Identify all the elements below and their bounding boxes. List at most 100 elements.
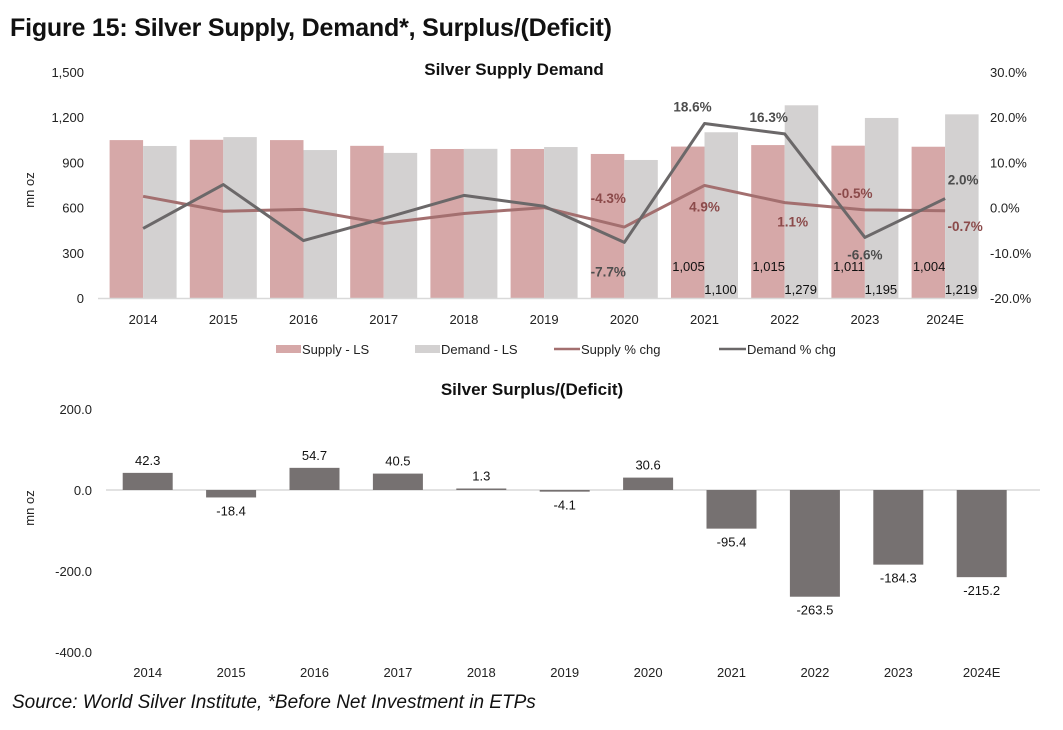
top-y-tick-label: 300 bbox=[62, 246, 84, 261]
figure-title: Figure 15: Silver Supply, Demand*, Surpl… bbox=[10, 14, 612, 42]
top-bars bbox=[109, 105, 979, 298]
top-y2-tick-label: 0.0% bbox=[990, 201, 1020, 216]
demand-pct-label: 16.3% bbox=[750, 110, 788, 125]
surplus-bar bbox=[539, 490, 590, 492]
demand-bar bbox=[303, 150, 337, 298]
top-y2-tick-label: -20.0% bbox=[990, 291, 1032, 306]
demand-bar bbox=[945, 114, 979, 298]
legend-label-supply-pct: Supply % chg bbox=[581, 342, 661, 357]
demand-bar bbox=[624, 159, 658, 298]
top-y-tick-label: 1,200 bbox=[51, 110, 84, 125]
demand-bar bbox=[704, 132, 738, 298]
top-y2-tick-label: -10.0% bbox=[990, 246, 1032, 261]
surplus-bar bbox=[789, 490, 840, 597]
top-data-labels: 1,005 1,015 1,011 1,004 1,100 1,279 1,195 1,219… bbox=[591, 100, 983, 297]
top-x-tick-label: 2022 bbox=[770, 312, 799, 327]
legend-label-demand-pct: Demand % chg bbox=[747, 342, 836, 357]
bottom-x-tick-label: 2017 bbox=[383, 665, 412, 680]
top-x-tick-label: 2023 bbox=[850, 312, 879, 327]
demand-pct-label: 2.0% bbox=[948, 173, 979, 188]
bottom-x-tick-label: 2015 bbox=[217, 665, 246, 680]
surplus-bar-label: 54.7 bbox=[302, 448, 327, 463]
top-y-tick-label: 600 bbox=[62, 201, 84, 216]
surplus-bar-label: -215.2 bbox=[963, 583, 1000, 598]
supply-bar-label: 1,011 bbox=[833, 259, 865, 274]
supply-bar-label: 1,005 bbox=[672, 259, 705, 274]
legend-swatch-supply bbox=[276, 345, 301, 353]
top-chart-title: Silver Supply Demand bbox=[424, 60, 604, 79]
surplus-bar bbox=[956, 490, 1007, 578]
supply-bar-label: 1,004 bbox=[913, 259, 946, 274]
surplus-bar-label: -263.5 bbox=[796, 603, 833, 618]
supply-pct-label: 1.1% bbox=[777, 215, 808, 230]
supply-bar-label: 1,015 bbox=[752, 259, 785, 274]
bottom-x-tick-label: 2019 bbox=[550, 665, 579, 680]
top-x-tick-label: 2015 bbox=[209, 312, 238, 327]
bottom-y-tick-label: -400.0 bbox=[55, 645, 92, 660]
demand-bar bbox=[463, 148, 498, 298]
top-x-tick-label: 2019 bbox=[530, 312, 559, 327]
bottom-y-tick-label: -200.0 bbox=[55, 564, 92, 579]
top-y-tick-label: 900 bbox=[62, 155, 84, 170]
supply-bar bbox=[751, 145, 785, 298]
demand-pct-label: -6.6% bbox=[847, 247, 882, 262]
supply-pct-label: -0.7% bbox=[947, 219, 982, 234]
demand-bar-label: 1,100 bbox=[704, 282, 737, 297]
top-y-tick-label: 1,500 bbox=[51, 65, 84, 80]
surplus-bar bbox=[122, 472, 173, 490]
demand-pct-label: 18.6% bbox=[673, 100, 711, 115]
surplus-bar-label: -4.1 bbox=[553, 498, 575, 513]
surplus-deficit-chart: Silver Surplus/(Deficit) mn oz -400.0 -20… bbox=[22, 380, 1040, 680]
top-y2-tick-label: 20.0% bbox=[990, 110, 1027, 125]
bottom-y-axis-label: mn oz bbox=[22, 490, 37, 525]
supply-bar bbox=[831, 145, 865, 298]
surplus-bar bbox=[206, 490, 257, 498]
supply-bar bbox=[510, 148, 545, 298]
source-note: Source: World Silver Institute, *Before … bbox=[12, 692, 536, 713]
top-x-tick-label: 2014 bbox=[129, 312, 158, 327]
bottom-y-tick-label: 200.0 bbox=[59, 402, 92, 417]
legend-label-supply: Supply - LS bbox=[302, 342, 370, 357]
top-y-ticks: 0 300 600 900 1,200 1,500 bbox=[51, 65, 84, 306]
top-y2-ticks: -20.0% -10.0% 0.0% 10.0% 20.0% 30.0% bbox=[990, 65, 1032, 306]
supply-bar bbox=[109, 140, 144, 298]
top-x-tick-label: 2018 bbox=[449, 312, 478, 327]
surplus-bar bbox=[372, 473, 423, 490]
surplus-bar bbox=[456, 488, 507, 490]
surplus-bar-label: -184.3 bbox=[880, 571, 917, 586]
bottom-x-tick-label: 2021 bbox=[717, 665, 746, 680]
top-y2-tick-label: 10.0% bbox=[990, 155, 1027, 170]
surplus-bar bbox=[873, 490, 924, 565]
bottom-chart-title: Silver Surplus/(Deficit) bbox=[441, 380, 623, 399]
top-x-ticks: 2014 2015 2016 2017 2018 2019 2020 2021 2022 2023… bbox=[129, 312, 965, 327]
supply-bar bbox=[270, 140, 304, 298]
top-x-tick-label: 2016 bbox=[289, 312, 318, 327]
legend: Supply - LS Demand - LS Supply % chg Dem… bbox=[276, 342, 836, 357]
supply-bar bbox=[430, 148, 464, 298]
bottom-y-tick-label: 0.0 bbox=[74, 483, 92, 498]
surplus-bar-label: -95.4 bbox=[717, 535, 747, 550]
supply-pct-label: 4.9% bbox=[689, 199, 720, 214]
surplus-bar bbox=[289, 467, 340, 490]
demand-bar-label: 1,195 bbox=[865, 282, 898, 297]
surplus-bar-label: 42.3 bbox=[135, 453, 160, 468]
surplus-bar-label: 30.6 bbox=[635, 458, 660, 473]
demand-bar-label: 1,219 bbox=[945, 282, 978, 297]
top-y-tick-label: 0 bbox=[77, 291, 84, 306]
supply-bar bbox=[671, 146, 705, 298]
bottom-data-labels: 42.3 -18.4 54.7 40.5 1.3 -4.1 30.6 -95.4 -263.5 -… bbox=[135, 448, 1000, 618]
top-y2-tick-label: 30.0% bbox=[990, 65, 1027, 80]
supply-demand-chart: Silver Supply Demand mn oz 0 300 600 900 1,2… bbox=[22, 60, 1032, 357]
surplus-bar bbox=[623, 477, 674, 490]
surplus-bar-label: 40.5 bbox=[385, 454, 410, 469]
demand-bar bbox=[864, 117, 899, 298]
bottom-x-tick-label: 2018 bbox=[467, 665, 496, 680]
bottom-x-ticks: 2014 2015 2016 2017 2018 2019 2020 2021 2022 2023… bbox=[133, 665, 1001, 680]
surplus-bar-label: 1.3 bbox=[472, 469, 490, 484]
demand-bar bbox=[544, 147, 578, 298]
bottom-x-tick-label: 2024E bbox=[963, 665, 1001, 680]
surplus-bar bbox=[706, 490, 757, 529]
top-lines bbox=[142, 122, 946, 244]
supply-pct-label: -0.5% bbox=[837, 186, 872, 201]
